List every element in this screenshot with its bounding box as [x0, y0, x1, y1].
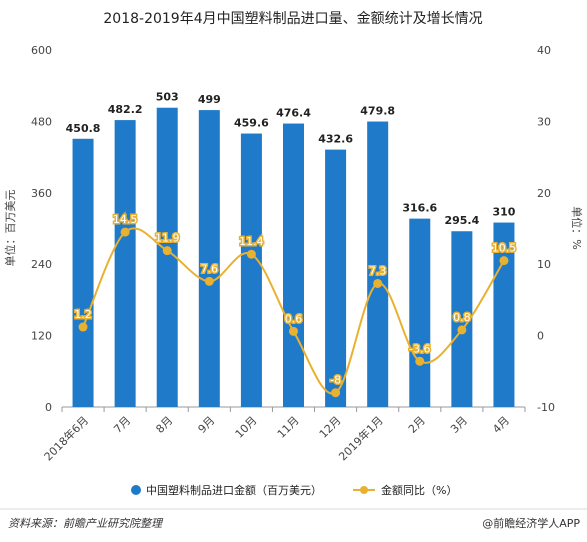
y-tick-label: 0	[45, 401, 52, 414]
x-tick-label: 2019年1月	[336, 413, 386, 463]
x-tick-label: 3月	[448, 414, 470, 436]
legend-line-label: 金额同比（%）	[381, 483, 457, 497]
bar-value-label: 295.4	[444, 214, 479, 227]
x-tick-label: 11月	[275, 414, 302, 441]
x-tick-label: 8月	[153, 414, 175, 436]
legend-bar-label: 中国塑料制品进口金额（百万美元）	[146, 483, 322, 497]
line-value-label: -8	[330, 374, 341, 387]
bar-value-label: 450.8	[66, 122, 101, 135]
footer-brand: @前瞻经济学人APP	[482, 516, 580, 530]
bar	[114, 120, 136, 407]
bar	[198, 110, 220, 407]
bar-value-label: 499	[198, 93, 221, 106]
line-value-label: 10.5	[492, 242, 517, 255]
y2-tick-label: 0	[537, 330, 544, 343]
line-point	[331, 388, 341, 398]
chart-title: 2018-2019年4月中国塑料制品进口量、金额统计及增长情况	[103, 11, 482, 27]
y-tick-label: 360	[31, 187, 52, 200]
line-point	[204, 276, 214, 286]
line-point	[289, 326, 298, 336]
line-point	[499, 256, 509, 266]
bar-series	[72, 107, 515, 408]
bar-value-label: 316.6	[402, 202, 437, 215]
data-labels: 450.8 482.2 503 499 459.6 476.4 432.6 479.8 316.…	[66, 91, 518, 389]
bar	[283, 123, 304, 408]
x-tick-label: 12月	[317, 414, 344, 441]
x-tick-label: 4月	[490, 414, 512, 436]
line-path	[82, 227, 505, 395]
x-tick-label: 7月	[111, 414, 133, 436]
x-tick-label: 10月	[233, 414, 260, 441]
y-tick-label: 480	[31, 115, 52, 128]
line-value-label: 7.3	[369, 264, 387, 277]
y-tick-label: 240	[31, 258, 52, 271]
y2-tick-label: 30	[537, 115, 551, 128]
y2-tick-label: 20	[537, 187, 551, 200]
line-point	[246, 249, 256, 259]
bar	[325, 149, 347, 407]
line-point	[78, 322, 88, 332]
y-tick-label: 120	[31, 330, 52, 343]
bar	[367, 121, 389, 408]
line-series	[78, 227, 509, 398]
bar-value-label: 479.8	[360, 105, 395, 118]
y2-tick-label: 10	[537, 258, 551, 271]
legend-bar-swatch	[131, 485, 141, 495]
bar-value-label: 432.6	[318, 133, 353, 146]
line-value-label: 0.8	[453, 311, 471, 324]
legend-line-marker	[360, 486, 368, 494]
line-value-label: -3.6	[409, 342, 430, 355]
line-point	[457, 325, 467, 335]
x-tick-label: 2018年6月	[41, 413, 91, 463]
bar	[451, 231, 473, 407]
bar	[409, 218, 431, 407]
bar-value-label: 459.6	[234, 117, 269, 130]
line-value-label: 14.5	[113, 213, 138, 226]
line-value-label: 11.9	[155, 232, 180, 245]
bar-value-label: 476.4	[276, 107, 311, 120]
x-tick-label: 9月	[196, 414, 218, 436]
x-tick-label: 2月	[406, 414, 428, 436]
bar-value-label: 482.2	[108, 103, 143, 116]
bar	[240, 133, 262, 407]
line-point	[415, 356, 425, 366]
y2-tick-label: -10	[537, 401, 555, 414]
y2-tick-label: 40	[537, 44, 551, 57]
line-point	[373, 278, 383, 288]
line-value-label: 1.2	[74, 308, 92, 321]
y2-axis-title: 单位：%	[570, 206, 584, 249]
bar-value-label: 503	[156, 91, 179, 104]
line-value-label: 11.4	[239, 235, 264, 248]
y-axis-title: 单位：百万美元	[3, 190, 17, 267]
y-tick-label: 600	[31, 44, 52, 57]
legend: 中国塑料制品进口金额（百万美元） 金额同比（%）	[131, 483, 457, 497]
bar-value-label: 310	[492, 206, 515, 219]
line-point	[120, 227, 130, 237]
footer-source: 资料来源：前瞻产业研究院整理	[8, 517, 164, 530]
line-point	[162, 246, 172, 256]
bar	[156, 107, 178, 407]
bar	[72, 138, 94, 408]
line-value-label: 7.6	[201, 262, 219, 275]
line-value-label: 0.6	[285, 312, 303, 325]
